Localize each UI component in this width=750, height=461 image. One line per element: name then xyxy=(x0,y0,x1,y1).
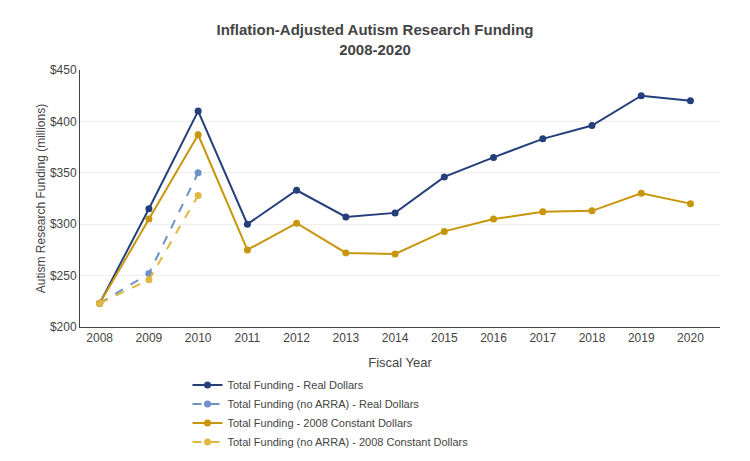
svg-text:2008: 2008 xyxy=(86,331,113,345)
svg-text:2015: 2015 xyxy=(431,331,458,345)
svg-text:2019: 2019 xyxy=(628,331,655,345)
svg-text:Total Funding - 2008 Constant: Total Funding - 2008 Constant Dollars xyxy=(228,417,413,429)
svg-text:$300: $300 xyxy=(50,217,77,231)
svg-text:2018: 2018 xyxy=(579,331,606,345)
svg-text:2013: 2013 xyxy=(332,331,359,345)
svg-text:Inflation-Adjusted Autism Rese: Inflation-Adjusted Autism Research Fundi… xyxy=(217,21,534,58)
svg-text:Total Funding (no ARRA) - Real: Total Funding (no ARRA) - Real Dollars xyxy=(228,398,420,410)
svg-text:2012: 2012 xyxy=(283,331,310,345)
svg-text:Total Funding - Real Dollars: Total Funding - Real Dollars xyxy=(228,379,364,391)
svg-text:$400: $400 xyxy=(50,115,77,129)
svg-text:2011: 2011 xyxy=(234,331,260,345)
svg-text:Fiscal Year: Fiscal Year xyxy=(368,355,432,370)
svg-text:2017: 2017 xyxy=(529,331,556,345)
svg-text:2020: 2020 xyxy=(677,331,704,345)
svg-text:$350: $350 xyxy=(50,166,77,180)
svg-text:2009: 2009 xyxy=(136,331,163,345)
svg-text:2016: 2016 xyxy=(480,331,507,345)
svg-text:Total Funding (no ARRA) - 2008: Total Funding (no ARRA) - 2008 Constant … xyxy=(228,436,469,448)
svg-text:Autism Research Funding (milli: Autism Research Funding (millions) xyxy=(34,104,48,293)
svg-text:$250: $250 xyxy=(50,269,77,283)
svg-text:2014: 2014 xyxy=(382,331,409,345)
svg-text:$450: $450 xyxy=(50,63,77,77)
svg-text:2010: 2010 xyxy=(185,331,212,345)
svg-text:$200: $200 xyxy=(50,320,77,334)
